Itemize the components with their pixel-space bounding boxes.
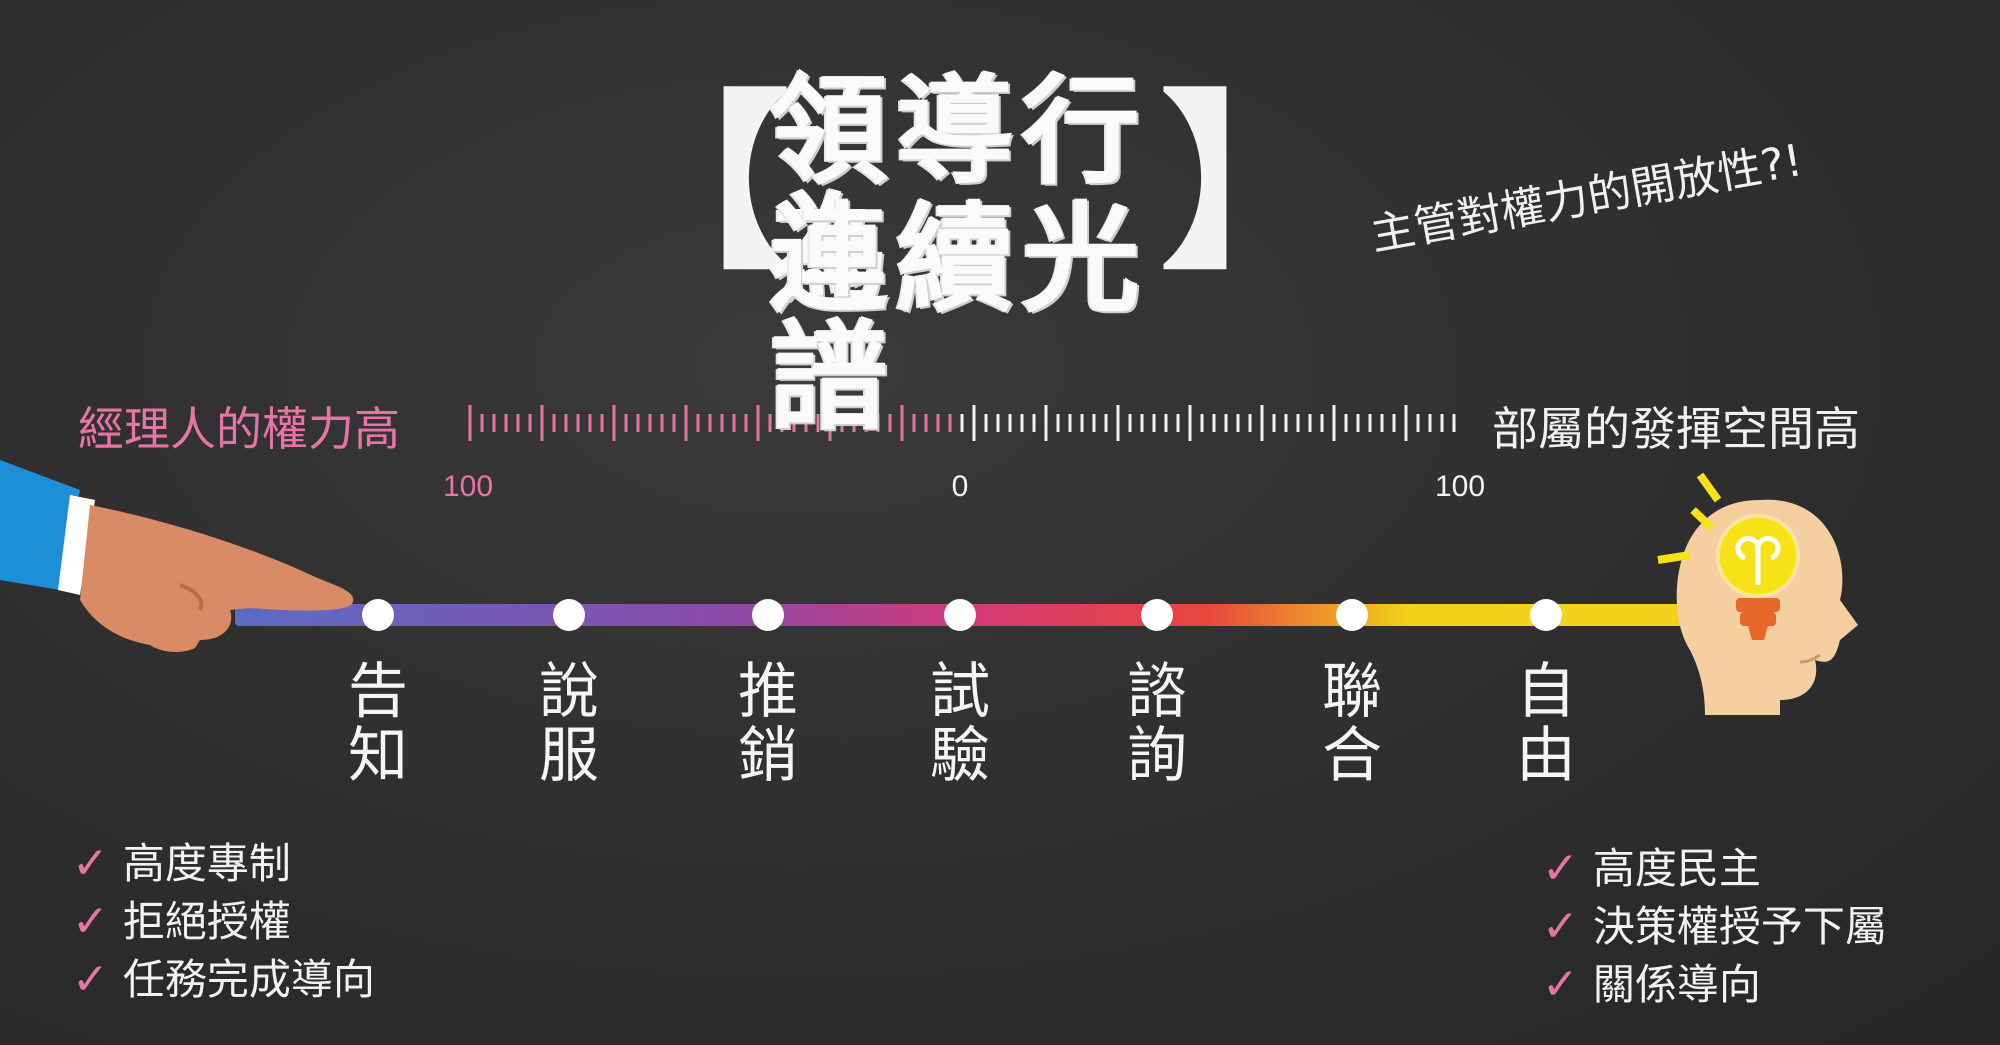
stage-dot: [1336, 599, 1368, 631]
left-trait-2: ✓ 拒絕授權: [72, 893, 291, 951]
stage-dot: [944, 599, 976, 631]
scale-ruler: [468, 405, 1456, 441]
stage-label-char: 由: [1516, 721, 1576, 791]
trait-text: 決策權授予下屬: [1592, 902, 1887, 951]
stage-label-free: 自 由: [1506, 660, 1586, 788]
stage-label-char: 知: [348, 721, 408, 791]
title-bracket-open: 【: [600, 74, 791, 295]
title-line-1: 領導行為: [770, 61, 1149, 318]
stage-dot: [553, 599, 585, 631]
lightbulb-head-icon: [1657, 472, 1858, 715]
scale-right-label: 部屬的發揮空間高: [1492, 402, 1860, 456]
check-icon: ✓: [72, 954, 109, 1005]
stage-dot: [362, 599, 394, 631]
stage-label-char: 告: [348, 657, 408, 727]
stage-label-join: 聯 合: [1312, 660, 1392, 788]
stage-dot: [752, 599, 784, 631]
trait-text: 高度專制: [122, 839, 291, 888]
stage-label-char: 諮: [1127, 657, 1187, 727]
stage-label-char: 服: [539, 721, 599, 791]
check-icon: ✓: [72, 896, 109, 947]
stage-label-char: 說: [539, 657, 599, 727]
stage-dot: [1530, 599, 1562, 631]
stage-label-char: 驗: [930, 721, 990, 791]
right-trait-1: ✓ 高度民主: [1542, 840, 1761, 898]
right-trait-2: ✓ 決策權授予下屬: [1542, 898, 1887, 956]
stage-label-char: 詢: [1127, 721, 1187, 791]
tick-number-right: 100: [1434, 470, 1486, 503]
stage-dots: [362, 599, 1562, 631]
stage-label-persuade: 說 服: [529, 660, 609, 788]
tick-number-left: 100: [442, 470, 494, 503]
tick-number-center: 0: [951, 470, 969, 503]
left-trait-1: ✓ 高度專制: [72, 835, 291, 893]
stage-label-tell: 告 知: [338, 660, 418, 788]
stage-label-char: 聯: [1322, 657, 1382, 727]
stage-label-char: 自: [1516, 657, 1576, 727]
right-trait-3: ✓ 關係導向: [1542, 956, 1761, 1014]
stage-label-test: 試 驗: [920, 660, 1000, 788]
check-icon: ✓: [1542, 901, 1579, 952]
check-icon: ✓: [1542, 959, 1579, 1010]
scale-left-label: 經理人的權力高: [78, 402, 400, 456]
stage-label-char: 推: [738, 657, 798, 727]
title-line-2: 連續光譜: [770, 189, 1149, 446]
stage-label-char: 試: [930, 657, 990, 727]
left-trait-3: ✓ 任務完成導向: [72, 951, 375, 1009]
trait-text: 任務完成導向: [122, 955, 375, 1004]
trait-text: 關係導向: [1592, 960, 1761, 1009]
stage-label-char: 合: [1322, 721, 1382, 791]
check-icon: ✓: [1542, 843, 1579, 894]
check-icon: ✓: [72, 838, 109, 889]
trait-text: 拒絕授權: [122, 897, 291, 946]
stage-label-char: 銷: [738, 721, 798, 791]
stage-dot: [1141, 599, 1173, 631]
stage-label-consult: 諮 詢: [1117, 660, 1197, 788]
pointing-hand-icon: [0, 460, 354, 652]
title-bracket-close: 】: [1160, 74, 1351, 295]
trait-text: 高度民主: [1592, 844, 1761, 893]
stage-label-sell: 推 銷: [728, 660, 808, 788]
